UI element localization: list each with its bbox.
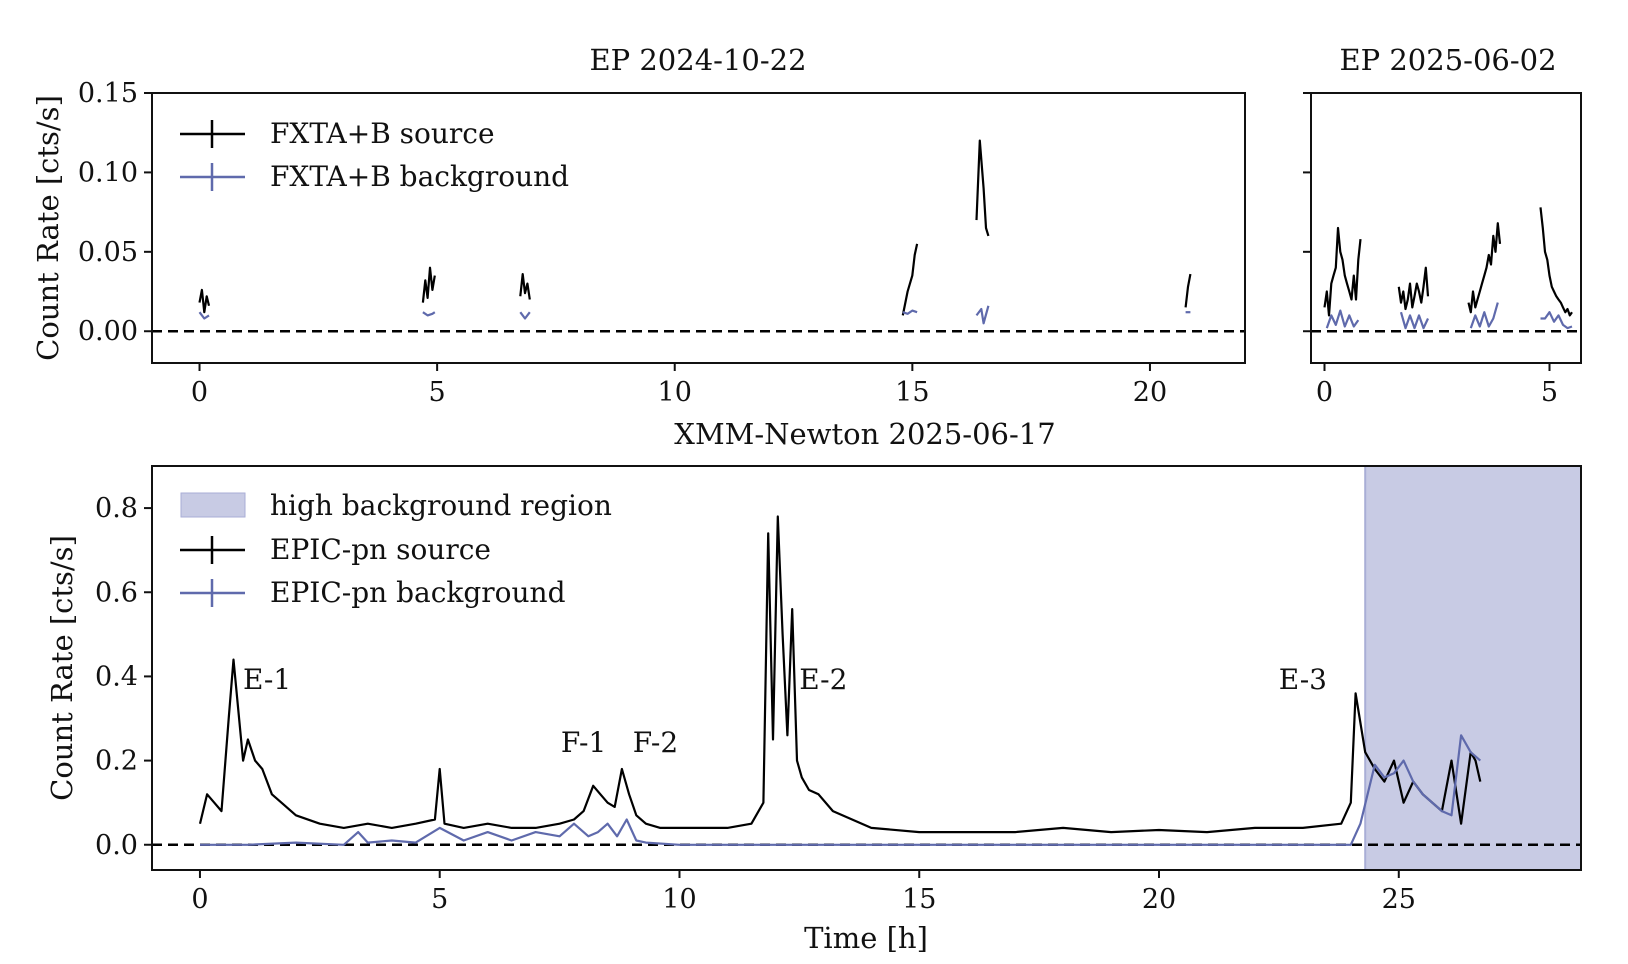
series-line-fxta-b-source [1467, 222, 1502, 314]
y-axis-label: Count Rate [cts/s] [31, 95, 65, 361]
x-axis-ticks: 0 5 10 15 20 [191, 363, 1167, 408]
series-line-fxta-b-source [1397, 266, 1430, 311]
legend-label-background: EPIC-pn background [270, 576, 566, 609]
x-tick-label: 0 [191, 377, 208, 408]
x-tick-label: 20 [1133, 377, 1167, 408]
series-line-fxta-b-source [1323, 226, 1362, 317]
legend-label-source: FXTA+B source [270, 117, 495, 150]
annotation-e-2: E-2 [799, 663, 847, 696]
series-line-fxta-b-background [519, 311, 531, 320]
annotation-f-1: F-1 [561, 726, 606, 759]
x-tick-label: 25 [1382, 884, 1416, 915]
high-background-region [1365, 466, 1581, 870]
panel-xmm-newton: XMM-Newton 2025-06-17 0 5 10 15 20 25 0.00.20… [45, 417, 1582, 955]
legend-label-source: EPIC-pn source [270, 533, 491, 566]
x-axis-ticks: 0 5 10 15 20 25 [191, 870, 1416, 915]
y-tick-label: 0.4 [95, 661, 138, 692]
x-tick-label: 10 [662, 884, 696, 915]
y-axis-label: Count Rate [cts/s] [45, 535, 79, 801]
y-axis-ticks [1303, 92, 1311, 333]
x-tick-label: 5 [1541, 377, 1558, 408]
x-tick-label: 10 [658, 377, 692, 408]
legend-label-background: FXTA+B background [270, 160, 569, 193]
x-tick-label: 5 [429, 377, 446, 408]
y-tick-label: 0.8 [95, 493, 138, 524]
x-tick-label: 0 [1316, 377, 1333, 408]
legend-label-high-background: high background region [270, 489, 612, 522]
y-tick-label: 0.2 [95, 746, 138, 777]
series-line-fxta-b-source [975, 139, 990, 237]
series-line-fxta-b-source [421, 266, 436, 303]
y-tick-label: 0.10 [78, 157, 138, 188]
series-line-fxta-b-source [901, 243, 919, 316]
y-tick-label: 0.6 [95, 577, 138, 608]
x-axis-label: Time [h] [804, 921, 928, 955]
y-axis-ticks: 0.0 0.2 0.4 0.6 0.8 [95, 493, 152, 861]
x-tick-label: 5 [431, 884, 448, 915]
plot-area [152, 139, 1245, 333]
plot-frame [151, 465, 1582, 871]
series-line-fxta-b-background [1325, 309, 1360, 329]
y-tick-label: 0.15 [78, 78, 138, 109]
x-tick-label: 20 [1142, 884, 1176, 915]
plot-frame [151, 92, 1246, 364]
legend: high background region EPIC-pn source EP… [180, 489, 612, 609]
series-line-epic-pn-background [200, 734, 1482, 846]
legend: FXTA+B source FXTA+B background [180, 117, 569, 193]
series-line-fxta-b-background [902, 309, 918, 315]
x-tick-label: 15 [902, 884, 936, 915]
chart-title: EP 2024-10-22 [589, 43, 806, 77]
y-tick-label: 0.00 [78, 316, 138, 347]
series-line-fxta-b-background [975, 305, 990, 325]
x-tick-label: 0 [191, 884, 208, 915]
legend-swatch-high-background [180, 492, 246, 518]
x-tick-label: 15 [895, 377, 929, 408]
y-tick-label: 0.05 [78, 237, 138, 268]
annotations: E-1 F-1 F-2 E-2 E-3 [243, 663, 1327, 759]
series-line-fxta-b-background [198, 311, 210, 320]
series-line-fxta-b-source [198, 288, 211, 314]
y-axis-ticks: 0.00 0.05 0.10 0.15 [78, 78, 152, 347]
chart-title: XMM-Newton 2025-06-17 [674, 417, 1055, 451]
series-line-fxta-b-background [1469, 302, 1499, 329]
y-tick-label: 0.0 [95, 830, 138, 861]
series-line-fxta-b-background [1399, 311, 1429, 330]
annotation-e-3: E-3 [1279, 663, 1327, 696]
series-line-fxta-b-background [422, 311, 436, 317]
annotation-f-2: F-2 [633, 726, 678, 759]
series-line-fxta-b-source [1539, 207, 1573, 317]
chart-title: EP 2025-06-02 [1339, 43, 1556, 77]
series-line-fxta-b-source [1184, 273, 1192, 308]
series-line-epic-pn-source [198, 515, 1482, 834]
series-line-fxta-b-source [519, 273, 531, 300]
plot-area [152, 466, 1581, 870]
plot-frame [1310, 92, 1582, 364]
panel-ep-2024: EP 2024-10-22 0 5 10 15 20 0.000.050.100.15 … [31, 43, 1246, 408]
plot-area [1311, 207, 1581, 333]
series-line-fxta-b-background [1540, 311, 1573, 330]
annotation-e-1: E-1 [243, 663, 291, 696]
